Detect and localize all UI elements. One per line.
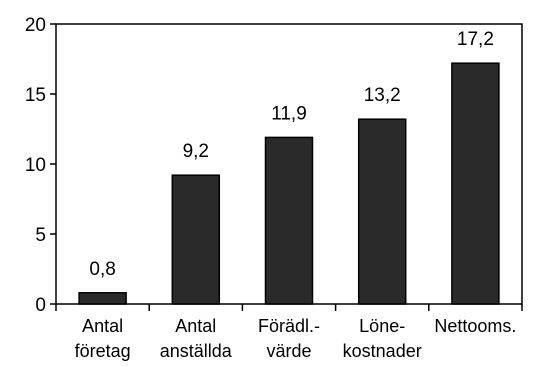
y-tick-label: 15 <box>25 85 46 106</box>
x-axis <box>55 304 523 311</box>
y-tick-label: 20 <box>25 15 46 36</box>
bar <box>357 118 407 305</box>
category-label: Antal <box>175 316 216 336</box>
bar <box>78 292 127 305</box>
y-axis: 0 5 10 15 20 <box>25 15 56 316</box>
bar <box>451 62 500 305</box>
y-tick-label: 5 <box>35 225 46 246</box>
category-labels: Antal företag Antal anställda Förädl.- värde L… <box>75 316 517 361</box>
bar <box>171 174 221 305</box>
data-labels: 0,8 9,2 11,9 13,2 17,2 <box>89 29 494 280</box>
data-label: 0,8 <box>89 259 115 280</box>
y-tick-label: 10 <box>25 155 46 176</box>
bar <box>264 136 314 305</box>
category-label: kostnader <box>343 341 422 361</box>
data-label: 17,2 <box>457 29 494 50</box>
data-label: 13,2 <box>364 85 401 106</box>
category-label: Nettooms. <box>434 316 516 336</box>
category-label: företag <box>75 341 131 361</box>
category-label: anställda <box>160 341 233 361</box>
category-label: Löne- <box>359 316 405 336</box>
data-label: 11,9 <box>271 103 307 124</box>
category-label: Antal <box>82 316 123 336</box>
category-label: Förädl.- <box>258 316 320 336</box>
y-tick-label: 0 <box>35 295 46 316</box>
data-label: 9,2 <box>183 141 209 162</box>
bars <box>78 62 500 305</box>
category-label: värde <box>266 341 311 361</box>
